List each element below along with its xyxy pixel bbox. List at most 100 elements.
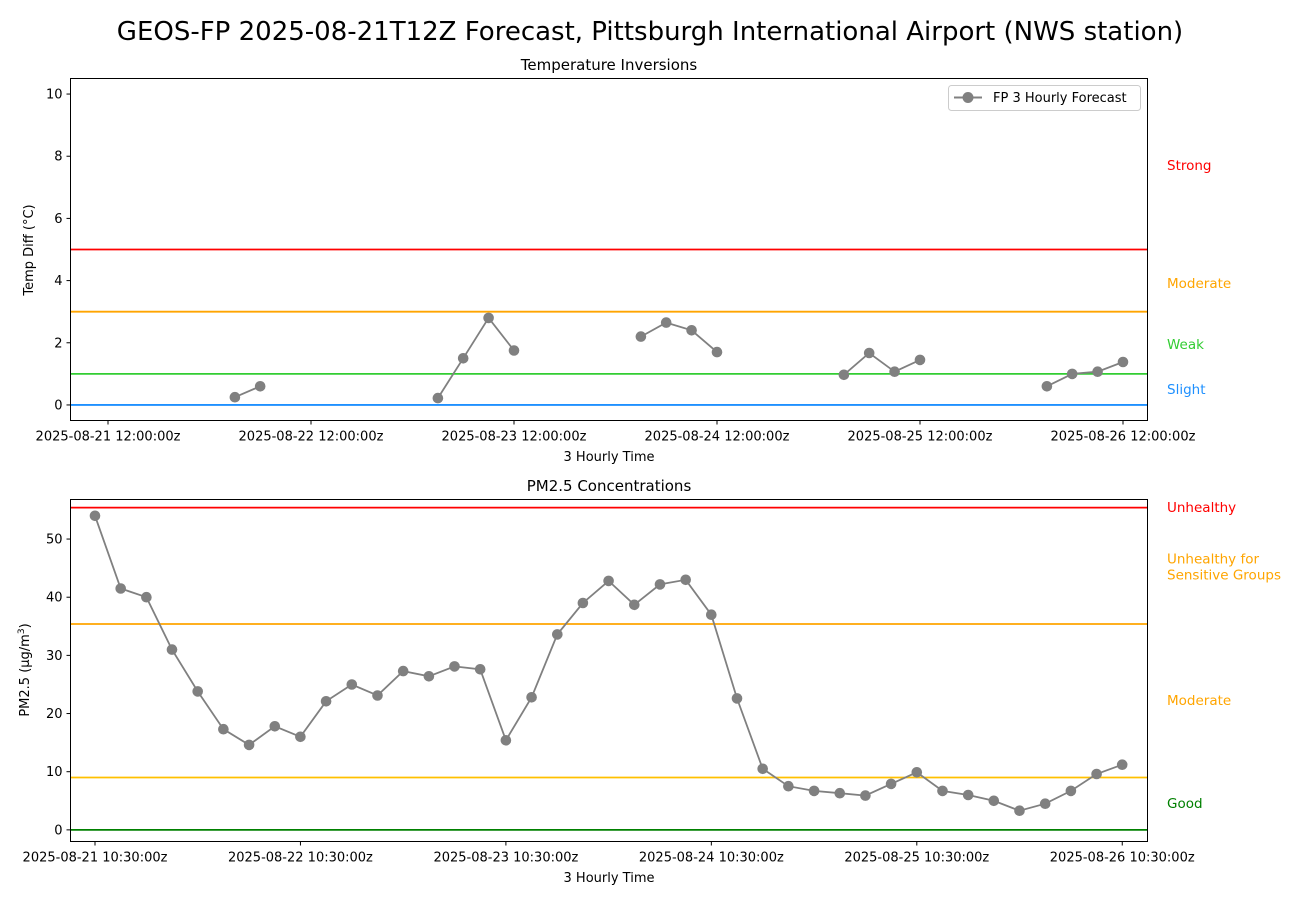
data-point [911, 767, 923, 778]
series-line [1046, 361, 1124, 388]
data-point [680, 574, 691, 586]
pm25-threshold-lines [70, 506, 1148, 831]
data-point [988, 795, 1000, 807]
y-tick-label: 10 [46, 88, 63, 103]
temperature-x-axis-label: 3 Hourly Time [564, 450, 655, 465]
data-point [660, 317, 672, 328]
x-tick-label: 2025-08-22 12:00:00z [239, 430, 384, 445]
series-line [437, 316, 515, 399]
data-point [603, 575, 614, 587]
x-tick-label: 2025-08-23 10:30:00z [433, 851, 578, 866]
x-tick-label: 2025-08-21 10:30:00z [23, 851, 168, 866]
data-point [577, 597, 589, 609]
y-tick-label: 8 [54, 150, 62, 165]
data-point [508, 345, 520, 356]
data-point [838, 369, 850, 381]
data-point [1091, 768, 1102, 780]
category-label: Strong [1167, 158, 1212, 174]
data-point [962, 789, 974, 801]
data-point [1117, 356, 1129, 368]
data-point [254, 381, 266, 392]
y-tick-label: 0 [54, 823, 62, 838]
data-point [218, 723, 229, 735]
category-label: Weak [1167, 337, 1204, 353]
data-point [269, 721, 281, 732]
temperature-category-labels: Strong Moderate Weak Slight [1167, 158, 1231, 398]
data-point [783, 780, 794, 792]
y-tick-label: 30 [46, 649, 63, 664]
x-tick-label: 2025-08-22 10:30:00z [228, 851, 373, 866]
data-point [457, 353, 469, 364]
legend-marker-swatch [962, 92, 974, 103]
x-tick-label: 2025-08-26 10:30:00z [1050, 851, 1195, 866]
data-point [937, 785, 948, 797]
data-point [115, 583, 126, 594]
temperature-threshold-lines [70, 248, 1148, 406]
data-point [889, 366, 900, 378]
data-point [372, 690, 383, 701]
data-point [526, 692, 537, 703]
y-tick-label: 50 [46, 533, 63, 548]
temperature-series [229, 312, 1129, 404]
y-tick-label: 20 [46, 707, 63, 722]
legend-box [948, 85, 1141, 111]
category-label: Good [1167, 796, 1203, 812]
data-point [89, 510, 101, 522]
data-point [397, 665, 409, 677]
data-point [192, 686, 203, 697]
data-point [346, 679, 358, 690]
temperature-inversions-chart: Temperature Inversions 0 2 4 6 8 10 2025-08-2… [22, 56, 1231, 465]
data-point [166, 644, 178, 655]
data-point [243, 739, 255, 751]
data-point [141, 591, 152, 603]
x-tick-label: 2025-08-25 10:30:00z [844, 851, 989, 866]
pm25-y-ticks: 0 10 20 30 40 50 [46, 533, 71, 838]
data-point [1014, 805, 1025, 816]
data-point [834, 787, 846, 799]
category-label: Unhealthy for Sensitive Groups [1167, 551, 1281, 583]
x-tick-label: 2025-08-24 10:30:00z [639, 851, 784, 866]
data-point [423, 671, 435, 682]
data-point [863, 347, 875, 359]
x-tick-label: 2025-08-23 12:00:00z [442, 430, 587, 445]
series-line [843, 351, 921, 376]
temperature-plot-frame [70, 78, 1148, 421]
data-point [552, 629, 563, 640]
temperature-legend: FP 3 Hourly Forecast [948, 85, 1141, 111]
data-point [860, 790, 871, 801]
y-tick-label: 10 [46, 765, 63, 780]
pm25-concentrations-chart: PM2.5 Concentrations 0 10 20 30 40 50 2025-08… [17, 477, 1281, 886]
data-point [449, 661, 460, 672]
data-point [914, 354, 926, 366]
data-point [757, 763, 768, 775]
data-point [1116, 759, 1128, 770]
category-label: Moderate [1167, 276, 1231, 292]
data-point [1066, 368, 1078, 380]
data-point [808, 785, 820, 797]
y-tick-label: 4 [54, 274, 62, 289]
pm25-plot-frame [70, 499, 1148, 842]
temperature-y-ticks: 0 2 4 6 8 10 [46, 88, 71, 413]
data-point [295, 731, 306, 743]
temperature-chart-title: Temperature Inversions [520, 56, 698, 74]
pm25-series [89, 510, 1128, 816]
data-point [474, 664, 486, 675]
x-tick-label: 2025-08-25 12:00:00z [848, 430, 993, 445]
data-point [635, 331, 647, 342]
data-point [432, 392, 444, 404]
figure-title: GEOS-FP 2025-08-21T12Z Forecast, Pittsbu… [117, 17, 1183, 47]
temperature-x-ticks: 2025-08-21 12:00:00z 2025-08-22 12:00:00z… [36, 420, 1196, 445]
data-point [731, 693, 743, 704]
data-point [654, 579, 666, 590]
series-line [94, 515, 1123, 812]
data-point [1065, 785, 1077, 797]
temperature-y-axis-label: Temp Diff (°C) [22, 204, 37, 296]
y-tick-label: 2 [54, 336, 62, 351]
data-point [885, 778, 897, 790]
x-tick-label: 2025-08-21 12:00:00z [36, 430, 181, 445]
category-label: Slight [1167, 382, 1206, 398]
data-point [500, 735, 512, 746]
data-point [706, 609, 717, 620]
category-label: Moderate [1167, 693, 1231, 709]
